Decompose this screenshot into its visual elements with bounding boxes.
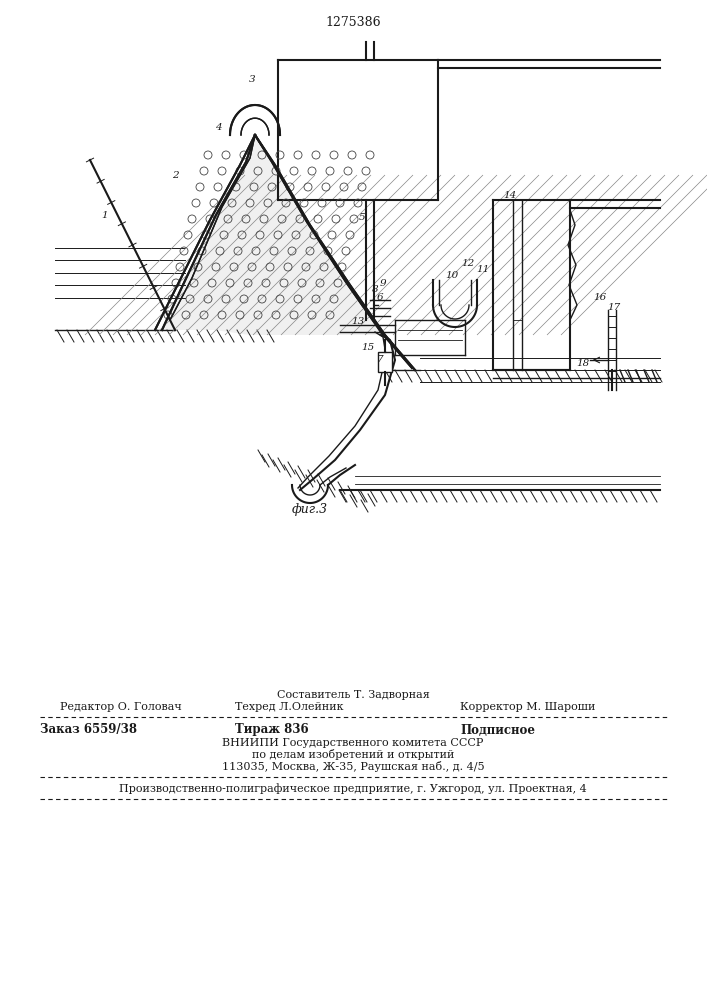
Text: 16: 16 bbox=[593, 294, 607, 302]
Text: 17: 17 bbox=[607, 304, 621, 312]
Text: 4: 4 bbox=[215, 123, 221, 132]
Text: Производственно-полиграфическое предприятие, г. Ужгород, ул. Проектная, 4: Производственно-полиграфическое предприя… bbox=[119, 784, 587, 794]
Text: 7: 7 bbox=[377, 356, 383, 364]
Text: 18: 18 bbox=[576, 359, 590, 367]
Text: 14: 14 bbox=[503, 190, 517, 200]
Text: 10: 10 bbox=[445, 270, 459, 279]
Text: 9: 9 bbox=[380, 278, 386, 288]
Text: фиг.3: фиг.3 bbox=[292, 504, 328, 516]
Text: Подписное: Подписное bbox=[460, 724, 535, 736]
Text: 1275386: 1275386 bbox=[325, 15, 381, 28]
Text: Составитель Т. Задворная: Составитель Т. Задворная bbox=[276, 690, 429, 700]
Text: 12: 12 bbox=[462, 258, 474, 267]
Text: 8: 8 bbox=[372, 286, 378, 294]
Polygon shape bbox=[155, 135, 385, 335]
Text: 6: 6 bbox=[377, 294, 383, 302]
Text: Редактор О. Головач: Редактор О. Головач bbox=[60, 702, 182, 712]
Text: 1: 1 bbox=[102, 211, 108, 220]
Text: Заказ 6559/38: Заказ 6559/38 bbox=[40, 724, 137, 736]
Text: 2: 2 bbox=[172, 170, 178, 180]
Text: 113035, Москва, Ж-35, Раушская наб., д. 4/5: 113035, Москва, Ж-35, Раушская наб., д. … bbox=[222, 762, 484, 772]
Text: по делам изобретений и открытий: по делам изобретений и открытий bbox=[252, 750, 454, 760]
Bar bbox=[378, 352, 392, 372]
Text: 3: 3 bbox=[249, 76, 255, 85]
Text: 5: 5 bbox=[358, 214, 366, 223]
Text: 15: 15 bbox=[361, 344, 375, 353]
Text: Тираж 836: Тираж 836 bbox=[235, 724, 309, 736]
Text: ВНИИПИ Государственного комитета СССР: ВНИИПИ Государственного комитета СССР bbox=[222, 738, 484, 748]
Text: Техред Л.Олейник: Техред Л.Олейник bbox=[235, 702, 344, 712]
Text: 13: 13 bbox=[351, 318, 365, 326]
Text: Корректор М. Шароши: Корректор М. Шароши bbox=[460, 702, 595, 712]
Text: 11: 11 bbox=[477, 265, 490, 274]
